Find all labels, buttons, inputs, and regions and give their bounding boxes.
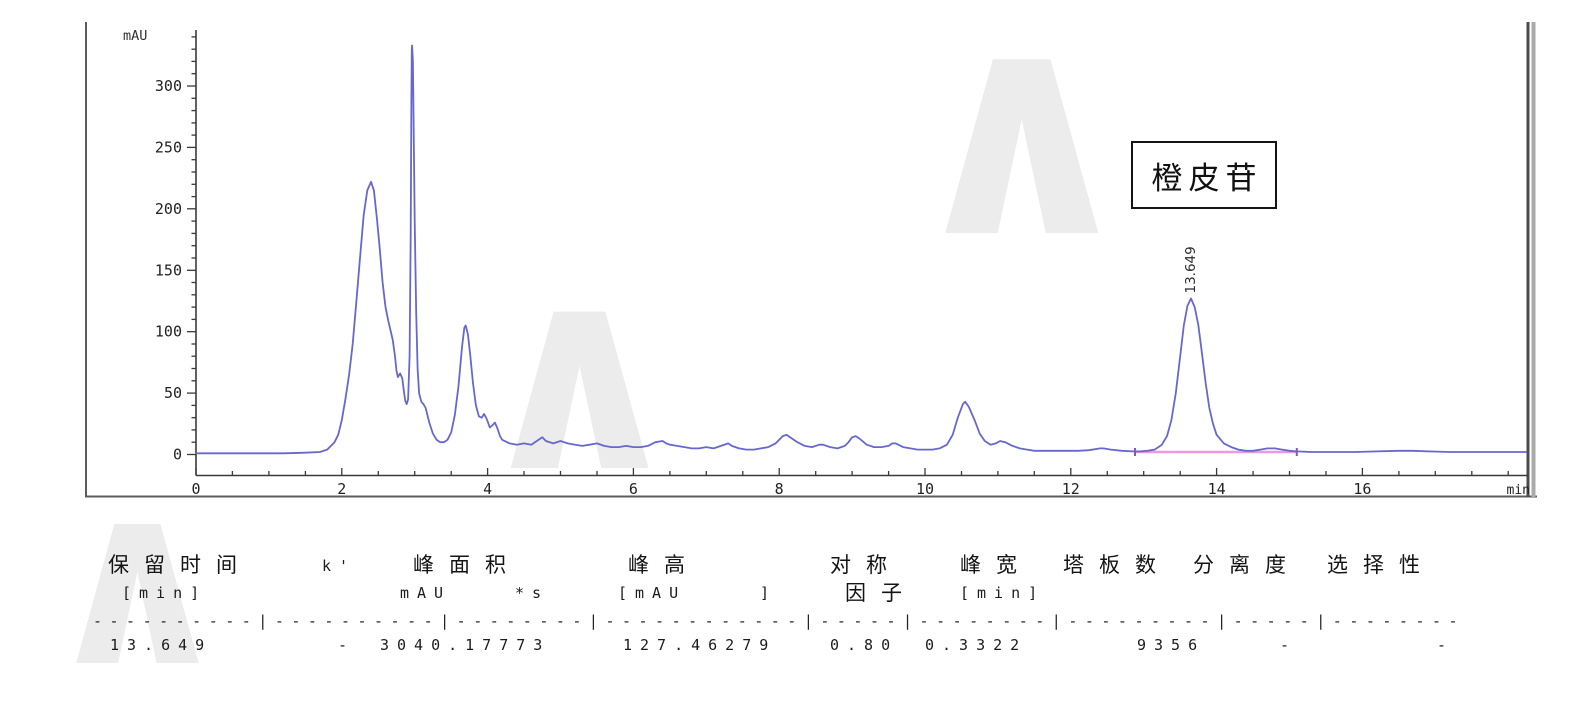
y-tick-label: 0 (173, 446, 182, 464)
table-cell: 0.80 (830, 636, 899, 654)
x-tick-label: 10 (916, 480, 934, 498)
y-tick-label: 300 (155, 77, 182, 95)
y-tick-label: 100 (155, 323, 182, 341)
table-cell: - (1437, 636, 1455, 654)
table-cell: 13.649 (110, 636, 213, 654)
table-cell: 峰宽 (960, 553, 1032, 577)
table-cell: 分离度 (1193, 553, 1301, 577)
y-tick-label: 150 (155, 261, 182, 279)
table-cell: k' (322, 557, 357, 575)
chromatogram-plot: 0 50 100 150 200 250 300 0 2 4 6 8 10 12 14 16 min mAU 13.… (85, 22, 1537, 498)
table-cell: 对称 (830, 553, 902, 577)
table-cell: ----------|----------|--------|---------… (93, 612, 1466, 630)
table-cell: 因子 (845, 581, 917, 605)
table-cell: [min] (122, 584, 208, 602)
table-cell: ] (760, 584, 778, 602)
table-cell: 127.46279 (623, 636, 777, 654)
table-cell: - (1280, 636, 1298, 654)
y-tick-label: 250 (155, 138, 182, 156)
x-tick-label: 0 (191, 480, 200, 498)
x-tick-label: 4 (483, 480, 492, 498)
x-tick-label: 14 (1208, 480, 1226, 498)
peak-annotation-label: 橙皮苷 (1151, 160, 1263, 196)
x-tick-label: 16 (1353, 480, 1371, 498)
y-tick-label: 200 (155, 200, 182, 218)
table-cell: 选择性 (1327, 553, 1435, 577)
table-cell: 塔板数 (1063, 553, 1171, 577)
signal-trace (195, 44, 1528, 455)
table-cell: [min] (960, 584, 1046, 602)
x-tick-label: 2 (337, 480, 346, 498)
table-cell: *s (515, 584, 550, 602)
peak-annotation-box: 橙皮苷 (1131, 141, 1277, 209)
table-cell: - (338, 636, 356, 654)
table-cell: 峰面积 (413, 553, 521, 577)
table-cell: mAU (400, 584, 452, 602)
table-cell: 峰高 (628, 553, 700, 577)
peak-results-table: 保留时间 k' 峰面积 峰高 对称 峰宽 塔板数 分离度 选择性 [min] mAU *s [mAU] 因… (93, 553, 1466, 654)
table-cell: 3040.17773 (380, 636, 551, 654)
table-cell: 9356 (1137, 636, 1206, 654)
peak-rt-label: 13.649 (1183, 246, 1199, 293)
chromatogram-report-page: { "decor": { "watermark_glyph": "∧" }, "… (40, 0, 1537, 700)
x-axis-unit-label: min (1507, 483, 1530, 498)
y-tick-label: 50 (164, 384, 182, 402)
chromatogram-svg: 0 50 100 150 200 250 300 0 2 4 6 8 10 12 14 16 min mAU 13.… (85, 22, 1537, 498)
x-tick-label: 12 (1062, 480, 1080, 498)
x-tick-label: 6 (629, 480, 638, 498)
y-axis-unit-label: mAU (123, 28, 147, 44)
x-tick-label: 8 (775, 480, 784, 498)
table-cell: [mAU (618, 584, 687, 602)
chromatogram-report: ∧ ∧ ∧ 0 50 100 150 200 250 300 0 2 4 6 8 10 12 14 16 min… (40, 0, 1537, 700)
table-cell: 保留时间 (108, 553, 252, 577)
table-cell: 0.3322 (925, 636, 1028, 654)
